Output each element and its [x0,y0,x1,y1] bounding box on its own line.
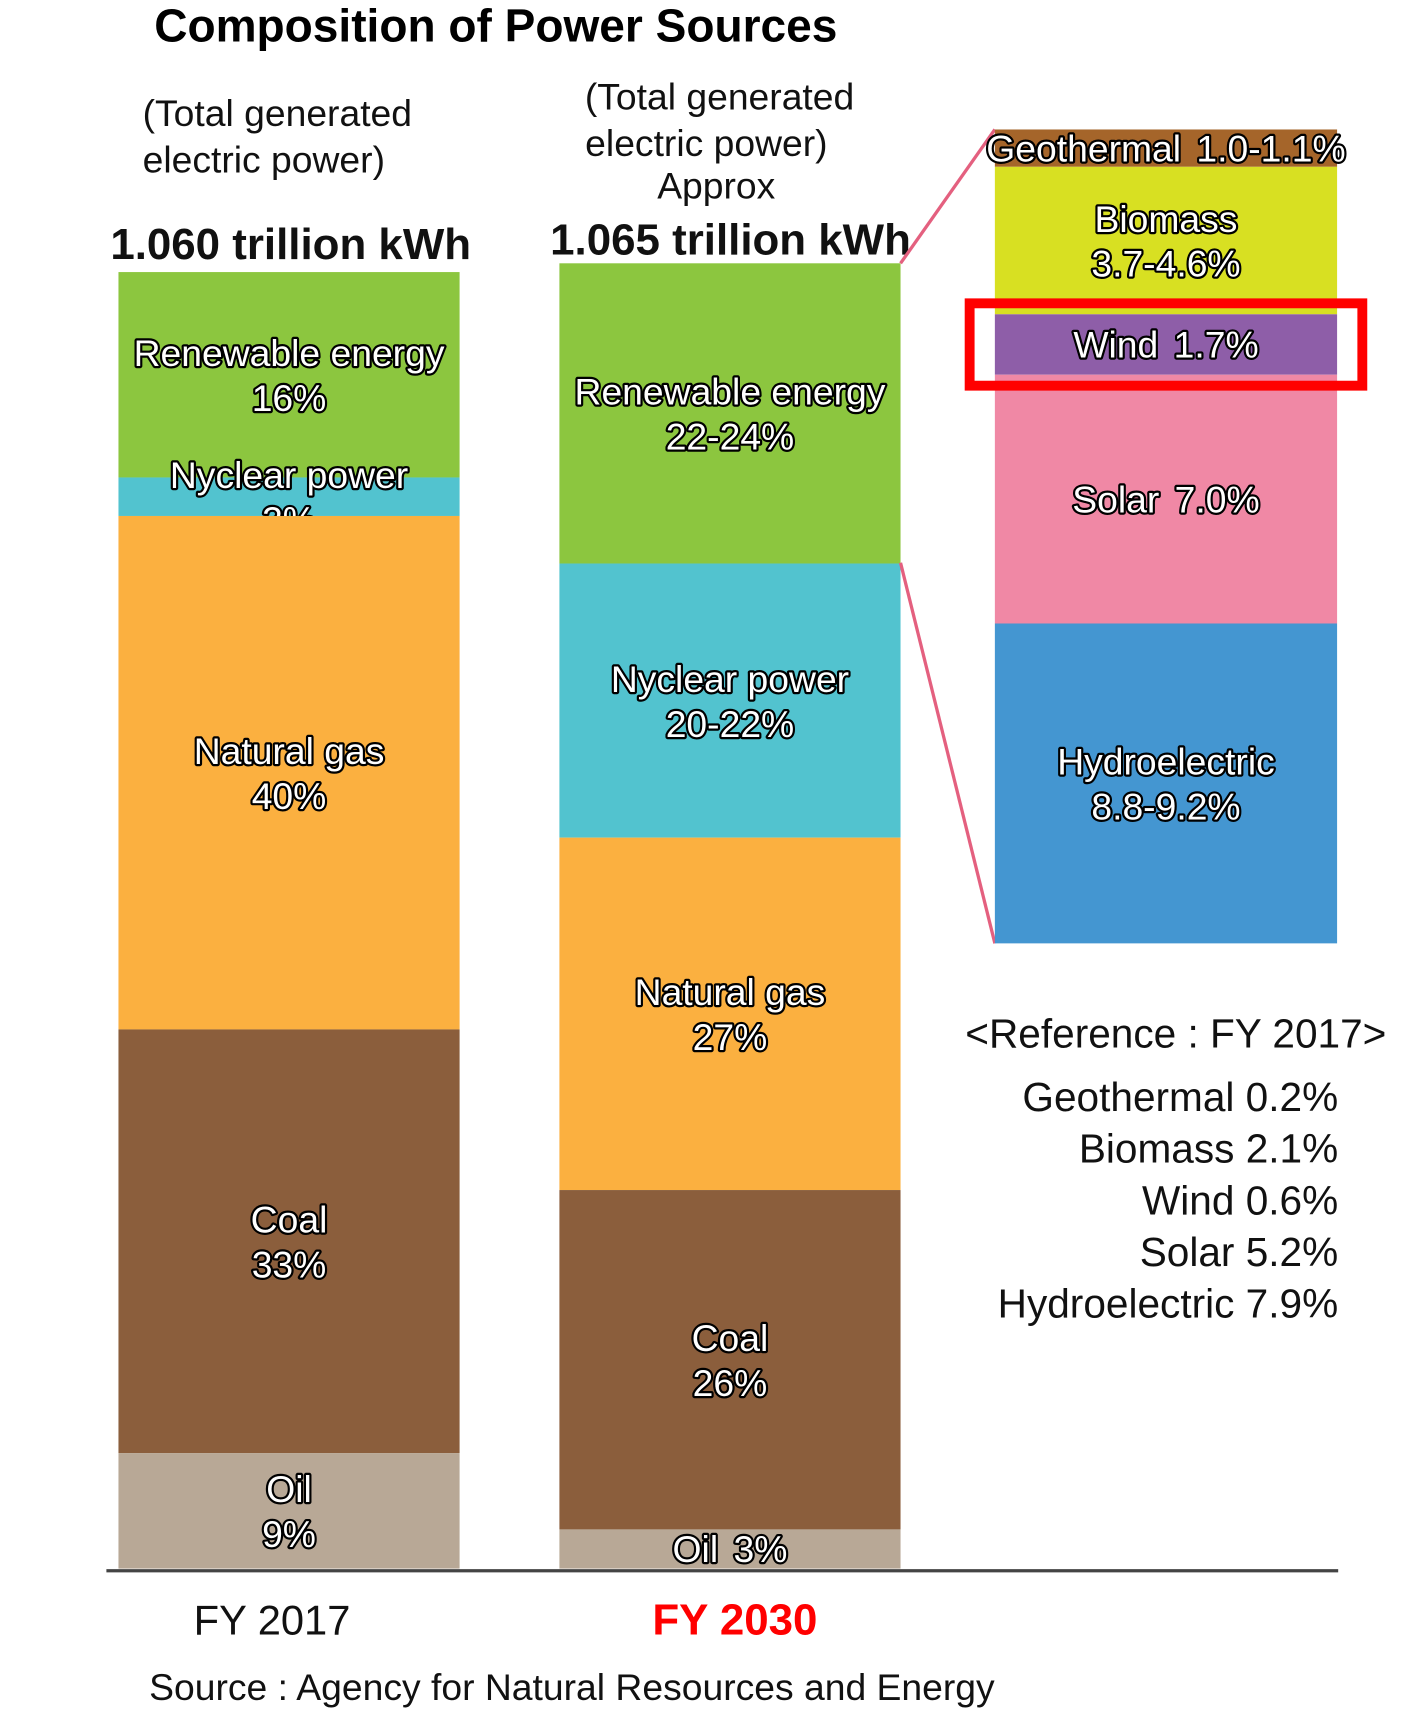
segment-name: Geothermal [986,127,1181,169]
fy2017-segment-nyclear-power [118,477,460,516]
fy2030-label-natural-gas: Natural gas [635,971,826,1013]
breakdown-label-solar: Solar 7.0% [1072,478,1259,520]
fy2030-segment-natural-gas [559,837,901,1191]
fy2017-value-natural-gas: 40% [252,775,327,817]
segment-name: Solar [1072,478,1159,520]
fy2030-value-renewable-energy: 22-24% [666,416,795,458]
bar2-subtitle-line1: (Total generated [585,76,854,118]
fy2017-value-oil: 9% [262,1513,316,1555]
fy2030-segment-nyclear-power [559,563,901,838]
connector-line-top [899,128,997,265]
source-note: Source : Agency for Natural Resources an… [149,1666,995,1708]
segment-name: Oil [673,1528,719,1570]
reference-item: Solar 5.2% [1140,1229,1339,1275]
fy2017-label-renewable-energy: Renewable energy [134,332,445,374]
segment-value: 3% [733,1528,787,1570]
fy2030-segment-coal [559,1190,901,1530]
reference-item: Biomass 2.1% [1079,1126,1338,1172]
fy2017-label-coal: Coal [251,1198,328,1240]
chart-title: Composition of Power Sources [154,0,837,52]
category-label-fy2017: FY 2017 [194,1596,351,1643]
bar2-total: 1.065 trillion kWh [550,216,911,265]
fy2030-label-coal: Coal [692,1317,769,1359]
fy2017-segment-oil [118,1453,460,1569]
bar1-subtitle-line1: (Total generated [143,92,412,134]
fy2030-label-nyclear-power: Nyclear power [611,658,849,700]
fy2030-segment-renewable-energy [559,263,901,564]
breakdown-segment-hydroelectric [994,623,1338,944]
breakdown-label-wind: Wind 1.7% [1073,324,1258,366]
breakdown-label-hydroelectric: Hydroelectric [1057,741,1275,783]
fy2017-segment-renewable-energy [118,272,460,478]
connector-line-bottom [898,562,997,944]
bar1-subtitle-line2: electric power) [143,138,385,180]
fy2030-value-coal: 26% [693,1362,768,1404]
segment-value: 1.0-1.1% [1196,127,1345,169]
fy2017-label-oil: Oil [266,1468,312,1510]
breakdown-segment-biomass [994,166,1338,315]
fy2017-value-coal: 33% [252,1243,327,1285]
breakdown-segment-geothermal [994,129,1338,167]
breakdown-segment-solar [994,374,1338,624]
bar1-total: 1.060 trillion kWh [110,220,471,269]
bar2-subtitle-line3: Approx [657,165,775,207]
fy2017-label-nyclear-power: Nyclear power [170,454,408,496]
fy2017-label-natural-gas: Natural gas [194,730,385,772]
fy2030-label-renewable-energy: Renewable energy [575,371,886,413]
reference-item: Wind 0.6% [1142,1177,1338,1223]
breakdown-label-geothermal: Geothermal 1.0-1.1% [986,127,1345,169]
fy2030-segment-oil [559,1529,901,1569]
fy2017-segment-natural-gas [118,515,460,1030]
breakdown-segment-wind [994,314,1338,375]
reference-item: Geothermal 0.2% [1022,1074,1338,1120]
breakdown-value-biomass: 3.7-4.6% [1091,243,1240,285]
breakdown-value-hydroelectric: 8.8-9.2% [1091,786,1240,828]
wind-highlight-box [964,298,1368,391]
fy2030-value-nyclear-power: 20-22% [666,703,795,745]
segment-name: Wind [1073,324,1158,366]
segment-value: 1.7% [1174,324,1259,366]
reference-item: Hydroelectric 7.9% [998,1280,1339,1326]
bar2-subtitle-line2: electric power) [585,122,827,164]
fy2017-segment-coal [118,1029,460,1454]
fy2030-label-oil: Oil 3% [673,1528,788,1570]
fy2030-value-natural-gas: 27% [693,1016,768,1058]
reference-title: <Reference : FY 2017> [965,1011,1386,1057]
category-label-fy2030: FY 2030 [652,1595,817,1644]
segment-value: 7.0% [1175,478,1260,520]
breakdown-label-biomass: Biomass [1094,198,1237,240]
fy2017-value-renewable-energy: 16% [252,377,327,419]
